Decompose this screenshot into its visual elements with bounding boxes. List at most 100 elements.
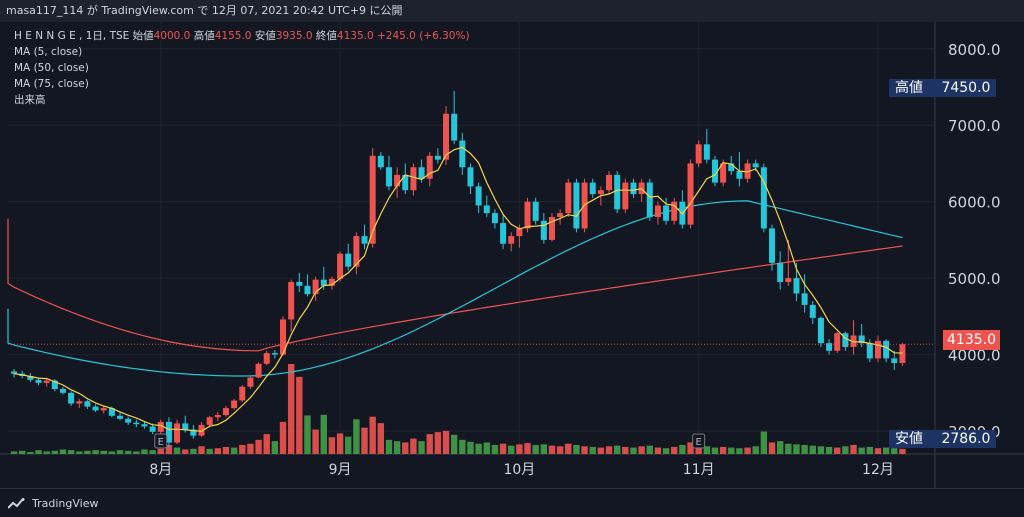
volume-bar <box>695 443 702 454</box>
candle-body <box>573 182 580 229</box>
candle-body <box>711 159 718 183</box>
change-value: +245.0 (+6.30%) <box>377 30 470 42</box>
volume-bar <box>149 450 156 454</box>
candle-body <box>231 400 238 409</box>
legend-ma50[interactable]: MA (50, close) <box>14 62 89 74</box>
price-chart[interactable]: 8000.07000.06000.05000.04000.03000.08月9月… <box>0 22 1024 488</box>
candle-body <box>606 174 613 191</box>
candle-body <box>312 279 319 295</box>
candle-body <box>858 335 865 344</box>
volume-bar <box>402 442 409 454</box>
candle-body <box>141 424 148 427</box>
volume-bar <box>589 446 596 454</box>
earnings-marker-label: E <box>158 437 164 448</box>
candle-body <box>222 408 229 416</box>
candle-body <box>475 186 482 206</box>
volume-bar <box>483 442 490 454</box>
volume-bar <box>84 450 91 454</box>
volume-bar <box>222 446 230 454</box>
candle-body <box>418 167 425 179</box>
candle-body <box>410 167 417 191</box>
candle-body <box>557 213 564 217</box>
volume-bar <box>662 448 670 454</box>
volume-bar <box>10 451 18 454</box>
volume-bar <box>141 449 148 454</box>
low-label: 安値 <box>254 30 276 42</box>
volume-bar <box>825 446 833 454</box>
last-price-badge: 4135.0 <box>943 330 1000 350</box>
candle-body <box>850 335 857 347</box>
volume-bar <box>214 448 222 454</box>
candle-body <box>728 163 735 172</box>
legend-ma75[interactable]: MA (75, close) <box>14 78 89 90</box>
close-label: 終値 <box>315 30 337 42</box>
volume-bar <box>874 448 882 454</box>
volume-bar <box>630 447 637 454</box>
candle-body <box>108 408 115 416</box>
candle-body <box>288 281 295 320</box>
volume-bar <box>776 441 784 454</box>
candle-body <box>328 278 335 286</box>
volume-bar <box>622 446 629 454</box>
candle-body <box>361 236 368 244</box>
volume-bar <box>410 438 417 454</box>
low-value: 3935.0 <box>275 30 313 42</box>
earnings-marker[interactable] <box>154 433 168 449</box>
y-tick-label: 4000.0 <box>948 347 1001 365</box>
volume-bar <box>711 447 719 454</box>
volume-bar <box>671 446 678 454</box>
volume-bar <box>434 432 442 454</box>
publish-info-bar: masa117_114 が TradingView.com で 12月 07, … <box>0 0 1024 22</box>
candle-body <box>296 281 303 286</box>
symbol-label[interactable]: H E N N G E , 1日, TSE <box>14 30 130 42</box>
volume-bar <box>467 441 474 454</box>
tradingview-brand[interactable]: TradingView <box>7 497 98 510</box>
candle-body <box>459 140 466 168</box>
candle-body <box>239 386 246 401</box>
candle-body <box>630 182 637 195</box>
ohlc-row: H E N N G E , 1日, TSE 始値4000.0 高値4155.0 … <box>14 28 470 44</box>
candle-body <box>654 205 661 217</box>
candle-body <box>671 201 678 221</box>
candle-body <box>255 363 262 378</box>
candle-body <box>687 163 694 225</box>
legend-ma5[interactable]: MA (5, close) <box>14 46 83 58</box>
volume-bar <box>353 419 360 454</box>
volume-bar <box>43 451 50 454</box>
candle-body <box>443 113 450 160</box>
low-badge-label: 安値 <box>895 431 923 447</box>
candle-body <box>622 182 629 210</box>
volume-bar <box>752 446 759 454</box>
volume-bar <box>385 439 393 454</box>
candle-body <box>263 353 270 364</box>
candle-body <box>198 424 205 436</box>
legend-volume[interactable]: 出来高 <box>14 94 46 106</box>
volume-bar <box>239 445 246 454</box>
volume-bar <box>361 427 368 454</box>
candle-body <box>27 376 34 380</box>
candle-body <box>752 163 759 168</box>
volume-bar <box>703 446 711 454</box>
open-value: 4000.0 <box>153 30 191 42</box>
volume-bar <box>842 446 849 454</box>
volume-bar <box>206 448 213 454</box>
volume-bar <box>442 430 450 454</box>
candle-body <box>174 423 181 443</box>
ma50-line <box>7 200 903 377</box>
volume-bar <box>532 445 539 454</box>
earnings-marker[interactable] <box>692 433 706 449</box>
candle-body <box>540 220 547 240</box>
ma75-line <box>7 218 903 352</box>
volume-bar <box>654 447 662 454</box>
high-badge: 高値 7450.0 <box>889 79 997 97</box>
volume-bar <box>173 447 181 454</box>
candle-body <box>402 174 409 191</box>
candle-body <box>597 190 604 195</box>
candle-body <box>524 201 531 229</box>
volume-bar <box>613 445 621 454</box>
volume-bar <box>475 443 482 454</box>
candle-body <box>508 236 515 244</box>
volume-bar <box>459 439 466 454</box>
volume-bar <box>182 449 189 454</box>
candle-body <box>100 408 107 411</box>
